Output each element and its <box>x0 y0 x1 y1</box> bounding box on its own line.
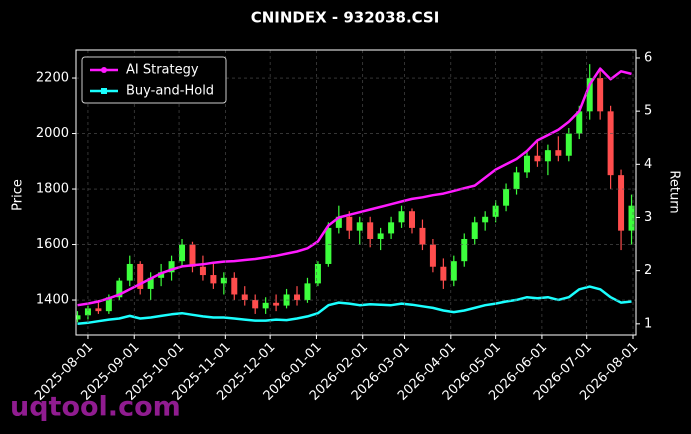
candle-body <box>95 308 102 312</box>
candle-body <box>450 261 457 281</box>
y-tick-label: 1600 <box>36 237 69 252</box>
candle-body <box>409 211 415 228</box>
y-tick-label: 2000 <box>36 126 69 141</box>
candle-body <box>628 205 635 231</box>
candle-body <box>377 233 384 239</box>
candle-body <box>231 277 238 295</box>
candle-body <box>471 222 478 239</box>
candle-body <box>273 302 280 306</box>
legend-label: AI Strategy <box>126 63 199 78</box>
chart-title: CNINDEX - 932038.CSI <box>251 9 440 27</box>
y2-tick-label: 6 <box>644 50 652 65</box>
candle-body <box>576 111 583 134</box>
candle-body <box>482 216 489 223</box>
candle-body <box>388 222 395 234</box>
y-tick-label: 1400 <box>36 293 69 308</box>
candle-body <box>189 244 196 267</box>
candle-body <box>158 272 165 278</box>
candle-body <box>199 266 206 276</box>
candle-body <box>147 277 154 289</box>
candle-body <box>241 294 248 301</box>
candle-body <box>618 175 625 231</box>
candle-body <box>419 227 426 245</box>
candle-body <box>544 150 551 162</box>
plot-area <box>76 64 635 326</box>
candle-body <box>429 244 436 267</box>
legend-label: Buy-and-Hold <box>126 84 214 99</box>
candle-body <box>262 302 269 309</box>
plot-frame <box>75 49 637 336</box>
series-line <box>77 285 632 326</box>
candle-body <box>304 283 311 301</box>
candle-body <box>179 244 186 262</box>
candle-body <box>116 280 123 298</box>
legend-marker <box>101 88 107 94</box>
candle-body <box>565 133 572 156</box>
candle-body <box>220 277 227 284</box>
watermark: uqtool.com <box>10 392 181 423</box>
y-tick-label: 2200 <box>36 71 69 86</box>
candle-body <box>440 266 447 281</box>
y2-tick-label: 5 <box>644 104 652 119</box>
candle-body <box>356 222 363 231</box>
candle-body <box>76 315 81 320</box>
y-axis-label: Price <box>11 179 26 211</box>
candle-body <box>461 238 468 262</box>
candle-body <box>294 294 301 301</box>
y2-tick-label: 3 <box>644 210 652 225</box>
candle-body <box>210 275 217 284</box>
y-tick-label: 1800 <box>36 182 69 197</box>
candle-body <box>555 150 562 156</box>
candle-body <box>314 263 321 284</box>
candle-body <box>586 78 593 112</box>
y2-tick-label: 4 <box>644 157 652 172</box>
candle-body <box>252 300 259 309</box>
candle-body <box>597 78 604 112</box>
candle-body <box>523 155 530 173</box>
y2-tick-label: 2 <box>644 263 652 278</box>
y2-tick-label: 1 <box>644 316 652 331</box>
candle-body <box>513 172 520 190</box>
candle-body <box>534 155 541 162</box>
candle-body <box>84 308 91 316</box>
candle-body <box>126 263 133 281</box>
y2-axis-label: Return <box>667 170 682 213</box>
candle-body <box>607 111 614 176</box>
candle-body <box>168 261 175 273</box>
candle-body <box>398 211 405 223</box>
candle-body <box>346 216 353 231</box>
candle-body <box>492 205 499 217</box>
candle-body <box>105 297 112 312</box>
candle-body <box>367 222 374 239</box>
series-line <box>77 67 632 307</box>
candle-body <box>503 189 510 206</box>
candle-body <box>137 263 144 289</box>
candle-body <box>325 227 332 264</box>
candle-body <box>335 216 342 228</box>
legend-marker <box>101 67 107 73</box>
